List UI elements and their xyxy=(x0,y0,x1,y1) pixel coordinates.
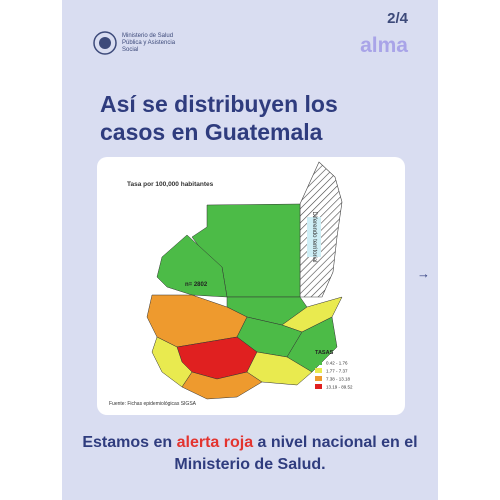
title: Así se distribuyen los casos en Guatemal… xyxy=(100,91,338,145)
legend-swatch xyxy=(315,368,322,373)
brand: alma xyxy=(360,34,408,57)
dispute-label: Diferendo territorial xyxy=(311,211,317,262)
slide: Ministerio de Salud Pública y Asistencia… xyxy=(62,0,438,500)
footer-message: Estamos en alerta roja a nivel nacional … xyxy=(82,432,418,476)
legend-label: 0.42 - 1.76 xyxy=(326,361,348,366)
map-card: Tasa por 100,000 habitantes Diferendo te… xyxy=(97,157,405,415)
footer-text: Estamos en xyxy=(82,434,177,451)
legend-title: TASAS xyxy=(315,350,334,356)
count-label: n= 2802 xyxy=(185,282,208,288)
legend-swatch xyxy=(315,376,322,381)
legend-label: 13.19 - 89.52 xyxy=(326,385,353,390)
map-source: Fuente: Fichas epidemiológicas SIGSA xyxy=(109,401,197,407)
region xyxy=(156,234,228,298)
legend-swatch xyxy=(315,384,322,389)
logo-text: Ministerio de Salud Pública y Asistencia… xyxy=(122,33,176,53)
next-arrow[interactable]: → xyxy=(417,266,430,281)
logo-emblem xyxy=(93,31,117,55)
footer-highlight: alerta roja xyxy=(176,434,254,451)
footer-text: a nivel nacional en el Ministerio de Sal… xyxy=(174,434,418,473)
legend: TASAS 0.42 - 1.76 1.77 - 7.37 7.38 - 13.18… xyxy=(315,350,353,390)
region xyxy=(181,371,263,400)
map: Tasa por 100,000 habitantes Diferendo te… xyxy=(109,161,353,407)
region xyxy=(286,316,338,373)
legend-swatch xyxy=(315,360,322,365)
region xyxy=(246,351,313,386)
legend-label: 7.38 - 13.18 xyxy=(326,377,351,382)
legend-label: 1.77 - 7.37 xyxy=(326,369,348,374)
page-number: 2/4 xyxy=(387,10,408,27)
dispute-box xyxy=(307,217,321,257)
map-caption: Tasa por 100,000 habitantes xyxy=(127,181,214,188)
